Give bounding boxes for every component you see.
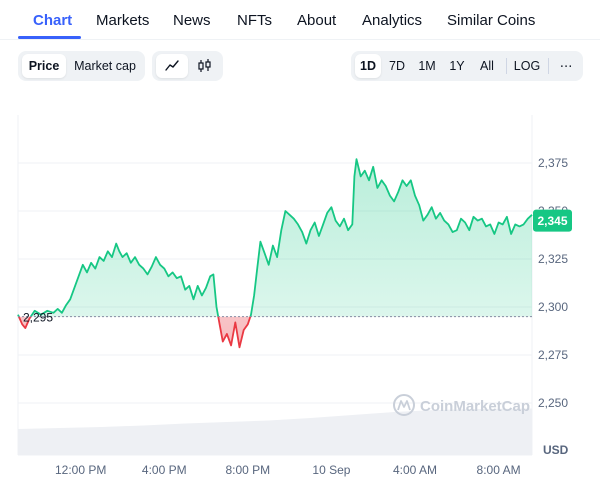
y-tick-label: 2,325	[538, 252, 568, 266]
active-tab-indicator	[18, 36, 81, 39]
current-price-badge	[533, 209, 572, 232]
y-tick-label: 2,300	[538, 300, 568, 314]
chart-type-toggle	[152, 51, 223, 81]
current-price-label: 2,345	[537, 214, 567, 228]
price-chart[interactable]: CoinMarketCap 2,295 2,3752,3502,3252,300…	[0, 90, 600, 485]
tab-nfts[interactable]: NFTs	[237, 12, 272, 29]
current-price-tag: 2,345	[533, 209, 572, 232]
volume-area-shape	[18, 408, 532, 455]
volume-area	[18, 408, 532, 455]
toolbar-divider	[548, 58, 549, 74]
x-tick-label: 8:00 AM	[477, 463, 521, 477]
x-axis: 12:00 PM 4:00 PM 8:00 PM 10 Sep 4:00 AM 8:00 …	[55, 463, 521, 477]
line-chart-button[interactable]	[156, 54, 188, 78]
range-all-button[interactable]: All	[480, 59, 494, 73]
currency-label: USD	[543, 443, 569, 457]
toolbar-divider	[506, 58, 507, 74]
chart-tabs: Chart Markets News NFTs About Analytics …	[0, 0, 600, 40]
x-tick-label: 12:00 PM	[55, 463, 106, 477]
x-tick-label: 8:00 PM	[225, 463, 270, 477]
x-tick-label: 10 Sep	[312, 463, 350, 477]
baseline-label: 2,295	[23, 311, 53, 325]
time-range-toggle: 1D 7D 1M 1Y All LOG ⋯	[351, 51, 583, 81]
watermark-text: CoinMarketCap	[420, 398, 530, 415]
y-tick-label: 2,275	[538, 348, 568, 362]
tab-similar-coins[interactable]: Similar Coins	[447, 12, 536, 29]
x-tick-label: 4:00 PM	[142, 463, 187, 477]
range-1y-button[interactable]: 1Y	[449, 59, 465, 73]
range-1d-button[interactable]: 1D	[355, 54, 381, 78]
coinmarketcap-logo-icon	[393, 394, 415, 416]
price-button[interactable]: Price	[22, 54, 66, 78]
price-area-up	[18, 159, 532, 317]
market-cap-button[interactable]: Market cap	[74, 59, 136, 73]
y-tick-label: 2,250	[538, 396, 568, 410]
price-area-down	[18, 316, 251, 348]
candlestick-icon	[198, 59, 211, 72]
price-area	[17, 158, 533, 349]
price-line-up	[17, 158, 533, 317]
range-7d-button[interactable]: 7D	[389, 59, 405, 73]
tab-chart[interactable]: Chart	[33, 12, 73, 29]
candlestick-chart-button[interactable]	[190, 54, 220, 78]
coinmarketcap-watermark: CoinMarketCap	[393, 394, 530, 416]
tab-analytics[interactable]: Analytics	[362, 12, 423, 29]
x-tick-label: 4:00 AM	[393, 463, 437, 477]
price-marketcap-toggle: Price Market cap	[18, 51, 145, 81]
log-scale-button[interactable]: LOG	[513, 59, 541, 73]
y-tick-label: 2,375	[538, 156, 568, 170]
tab-news[interactable]: News	[173, 12, 211, 29]
tab-markets[interactable]: Markets	[96, 12, 150, 29]
baseline: 2,295	[18, 311, 532, 325]
line-chart-icon	[165, 60, 179, 71]
range-1m-button[interactable]: 1M	[418, 59, 436, 73]
more-options-icon[interactable]: ⋯	[559, 59, 573, 73]
tab-about[interactable]: About	[297, 12, 337, 29]
